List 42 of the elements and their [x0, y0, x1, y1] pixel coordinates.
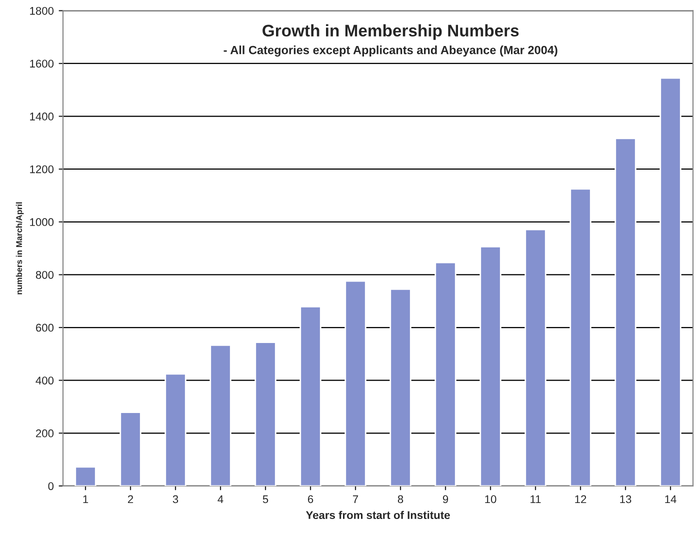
bar	[254, 342, 276, 486]
x-tick-label: 5	[262, 495, 268, 504]
x-tick-label: 3	[172, 495, 178, 504]
bar	[120, 412, 142, 486]
bar	[300, 306, 322, 486]
x-tick-label: 2	[128, 495, 134, 504]
bar	[164, 373, 186, 486]
y-tick-label: 1200	[30, 165, 54, 174]
x-tick-label: 4	[218, 495, 224, 504]
x-tick-label: 14	[665, 495, 676, 504]
x-tick-label: 9	[442, 495, 448, 504]
x-tick-label: 6	[308, 495, 314, 504]
y-tick-label: 400	[36, 376, 54, 384]
y-tick-label: 1000	[30, 218, 54, 226]
x-tick-label: 11	[530, 495, 541, 504]
y-tick-label: 200	[36, 429, 54, 438]
y-tick-label: 1400	[30, 112, 54, 120]
x-tick-label: 13	[620, 495, 632, 504]
bar	[480, 246, 502, 486]
bar	[660, 77, 682, 486]
x-tick-label: 7	[352, 495, 358, 504]
y-axis-title: numbers in March/April	[16, 202, 24, 294]
x-tick-label: 8	[398, 495, 404, 504]
x-tick-label: 10	[485, 495, 496, 504]
x-axis-title: Years from start of Institute	[306, 510, 450, 520]
bar	[390, 288, 412, 486]
bar	[210, 344, 232, 486]
bar	[434, 262, 456, 486]
bar	[524, 228, 546, 486]
bar	[74, 466, 96, 486]
y-tick-label: 1600	[30, 60, 54, 68]
x-tick-label: 12	[575, 495, 586, 504]
y-tick-label: 0	[48, 482, 54, 490]
y-tick-label: 800	[36, 270, 54, 279]
y-tick-label: 1800	[30, 6, 54, 15]
bar	[614, 138, 636, 486]
text: - All Categories except Applicants and Abeyance (Mar 2004)	[224, 46, 558, 57]
x-tick-label: 1	[83, 495, 88, 504]
y-tick-label: 600	[36, 324, 54, 332]
text: Growth in Membership Numbers	[262, 24, 519, 40]
bar	[570, 188, 592, 486]
bar	[344, 280, 366, 486]
